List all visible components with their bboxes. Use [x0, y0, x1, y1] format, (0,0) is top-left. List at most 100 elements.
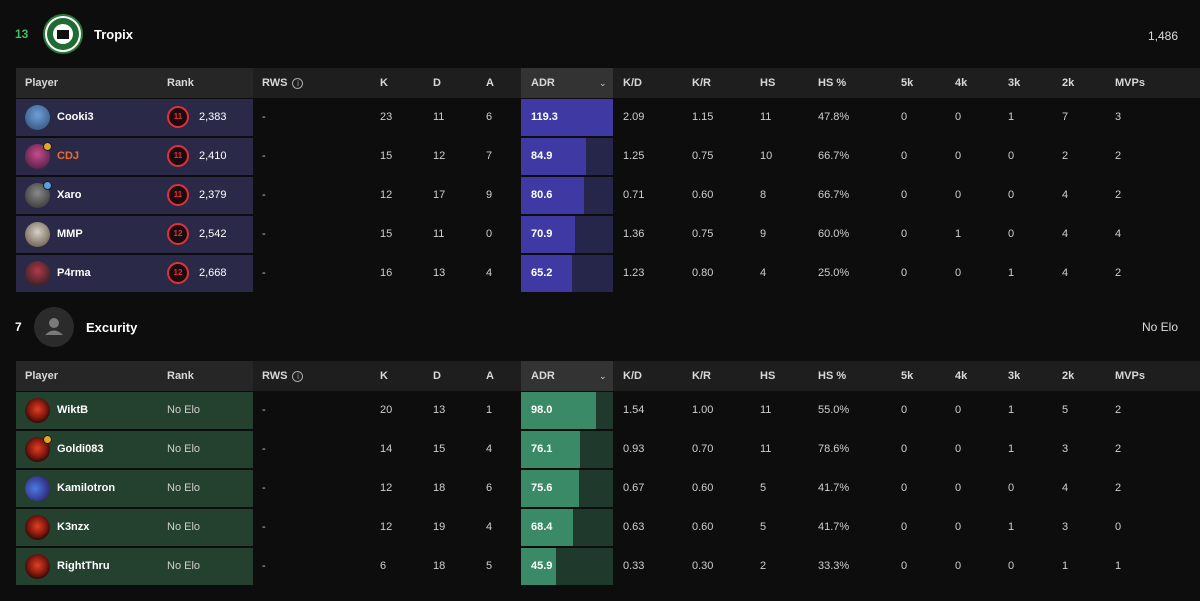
stat-kr: 0.75 — [692, 150, 714, 162]
player-name[interactable]: Goldi083 — [57, 443, 104, 455]
col-mvps[interactable]: MVPs — [1115, 77, 1145, 89]
player-name[interactable]: WiktB — [57, 404, 89, 416]
col-rank[interactable]: Rank — [167, 77, 194, 89]
stat-2k: 3 — [1062, 443, 1069, 455]
adr-bar-fill — [521, 255, 572, 292]
adr-sort-header[interactable]: ADR ⌄ — [521, 361, 613, 391]
col-d[interactable]: D — [433, 77, 441, 89]
tropix-logo[interactable] — [43, 14, 83, 54]
col-2k[interactable]: 2k — [1062, 77, 1075, 89]
col-rws[interactable]: RWS i — [262, 361, 304, 391]
player-avatar[interactable] — [25, 554, 50, 579]
player-row[interactable]: Kamilotron No Elo - 12 18 6 75.6 0.67 0.60 5 41.7%… — [16, 470, 1200, 507]
adr-bar-fill — [521, 99, 613, 136]
col-rank[interactable]: Rank — [167, 370, 194, 382]
stat-3k: 1 — [1008, 267, 1015, 279]
stat-hs: 10 — [760, 150, 773, 162]
player-name[interactable]: MMP — [57, 228, 83, 240]
player-name[interactable]: K3nzx — [57, 521, 90, 533]
stat-hs: 5 — [760, 521, 767, 533]
player-row[interactable]: P4rma 12 2,668 - 16 13 4 65.2 1.23 0.80 4 25.0% 0 0 1 4… — [16, 255, 1200, 292]
col-kd[interactable]: K/D — [623, 77, 642, 89]
player-avatar[interactable] — [25, 105, 50, 130]
stat-deaths: 12 — [433, 150, 446, 162]
stat-kd: 1.23 — [623, 267, 645, 279]
stat-kr: 0.80 — [692, 267, 714, 279]
adr-bar-fill — [521, 470, 579, 507]
info-icon[interactable]: i — [292, 77, 304, 89]
chevron-down-icon: ⌄ — [599, 78, 607, 88]
stat-5k: 0 — [901, 150, 908, 162]
col-player[interactable]: Player — [25, 370, 59, 382]
stat-kd: 0.67 — [623, 482, 645, 494]
player-name[interactable]: CDJ — [57, 150, 80, 162]
stat-mvps: 3 — [1115, 111, 1122, 123]
col-a[interactable]: A — [486, 370, 494, 382]
col-kd[interactable]: K/D — [623, 370, 642, 382]
player-name[interactable]: Cooki3 — [57, 111, 94, 123]
col-d[interactable]: D — [433, 370, 441, 382]
player-avatar[interactable] — [25, 222, 50, 247]
col-5k[interactable]: 5k — [901, 370, 914, 382]
stat-kr: 1.00 — [692, 404, 714, 416]
stat-assists: 1 — [486, 404, 493, 416]
col-a[interactable]: A — [486, 77, 494, 89]
col-3k[interactable]: 3k — [1008, 77, 1021, 89]
player-row[interactable]: Xaro 11 2,379 - 12 17 9 80.6 0.71 0.60 8 66.7% 0 0 0 4 2 — [16, 177, 1200, 214]
default-team-avatar-icon[interactable] — [34, 307, 74, 347]
stat-deaths: 18 — [433, 560, 446, 572]
col-5k[interactable]: 5k — [901, 77, 914, 89]
col-rws[interactable]: RWS i — [262, 68, 304, 98]
stat-assists: 5 — [486, 560, 493, 572]
player-row[interactable]: Cooki3 11 2,383 - 23 11 6 119.3 2.09 1.15 11 47.8% 0… — [16, 99, 1200, 136]
col-kr[interactable]: K/R — [692, 77, 711, 89]
stat-hs: 11 — [760, 111, 772, 123]
col-hs[interactable]: HS — [760, 370, 776, 382]
col-kr[interactable]: K/R — [692, 370, 711, 382]
col-3k[interactable]: 3k — [1008, 370, 1021, 382]
player-avatar[interactable] — [25, 515, 50, 540]
player-row[interactable]: CDJ 11 2,410 - 15 12 7 84.9 1.25 0.75 10 66.7% 0 0 0 2 2 — [16, 138, 1200, 175]
col-hs-pct[interactable]: HS % — [818, 370, 847, 382]
col-2k[interactable]: 2k — [1062, 370, 1075, 382]
info-icon[interactable]: i — [292, 370, 304, 382]
stat-kr: 0.75 — [692, 228, 714, 240]
col-adr: ADR — [531, 77, 555, 89]
adr-sort-header[interactable]: ADR ⌄ — [521, 68, 613, 98]
stat-hs-pct: 47.8% — [818, 111, 850, 123]
col-k[interactable]: K — [380, 77, 388, 89]
player-avatar[interactable] — [25, 398, 50, 423]
stat-3k: 1 — [1008, 404, 1015, 416]
team-1-name[interactable]: Tropix — [94, 27, 134, 42]
player-elo: 2,383 — [199, 111, 227, 123]
player-name[interactable]: P4rma — [57, 267, 91, 279]
col-hs-pct[interactable]: HS % — [818, 77, 847, 89]
player-avatar[interactable] — [25, 476, 50, 501]
stat-3k: 1 — [1008, 521, 1015, 533]
stat-mvps: 2 — [1115, 482, 1122, 494]
col-player[interactable]: Player — [25, 77, 59, 89]
player-row[interactable]: K3nzx No Elo - 12 19 4 68.4 0.63 0.60 5 41.7% 0 0 1 3 0 — [16, 509, 1200, 546]
player-name[interactable]: Kamilotron — [57, 482, 116, 494]
stat-kills: 15 — [380, 150, 393, 162]
col-4k[interactable]: 4k — [955, 77, 968, 89]
col-k[interactable]: K — [380, 370, 388, 382]
skill-level-icon: 12 — [167, 223, 189, 245]
stat-adr: 75.6 — [531, 482, 553, 494]
player-row[interactable]: Goldi083 No Elo - 14 15 4 76.1 0.93 0.70 11 78.6% 0… — [16, 431, 1200, 468]
stat-assists: 9 — [486, 189, 493, 201]
player-row[interactable]: MMP 12 2,542 - 15 11 0 70.9 1.36 0.75 9 60.0% 0 1 0 4 4 — [16, 216, 1200, 253]
stat-3k: 0 — [1008, 228, 1015, 240]
team-2-name[interactable]: Excurity — [86, 320, 138, 335]
player-row[interactable]: RightThru No Elo - 6 18 5 45.9 0.33 0.30 2 33.3% 0 0… — [16, 548, 1200, 585]
player-row[interactable]: WiktB No Elo - 20 13 1 98.0 1.54 1.00 11 55.0% 0 0 1 5… — [16, 392, 1200, 429]
stat-adr: 119.3 — [531, 111, 558, 123]
col-4k[interactable]: 4k — [955, 370, 968, 382]
stat-5k: 0 — [901, 521, 908, 533]
col-mvps[interactable]: MVPs — [1115, 370, 1145, 382]
player-name[interactable]: RightThru — [57, 560, 110, 572]
player-avatar[interactable] — [25, 261, 50, 286]
player-name[interactable]: Xaro — [57, 189, 82, 201]
stat-3k: 1 — [1008, 443, 1015, 455]
col-hs[interactable]: HS — [760, 77, 776, 89]
